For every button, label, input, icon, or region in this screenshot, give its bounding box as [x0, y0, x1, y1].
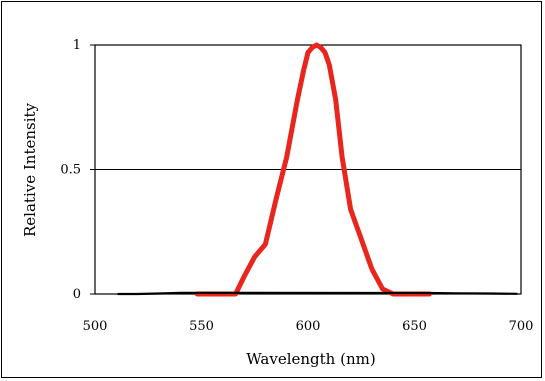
series-group: [117, 42, 518, 297]
x-tick-label-3: 650: [402, 319, 427, 334]
series-line-black: [117, 291, 518, 296]
y-axis-label: Relative Intensity: [21, 102, 39, 237]
x-tick-label-2: 600: [296, 319, 321, 334]
x-axis-label: Wavelength (nm): [246, 350, 375, 368]
x-tick-label-1: 550: [189, 319, 214, 334]
x-tick-label-4: 700: [509, 319, 534, 334]
y-tick-label-1: 0.5: [60, 163, 81, 178]
series-line-red: [194, 42, 432, 297]
x-tick-label-0: 500: [83, 319, 108, 334]
tick-labels: 0 0.5 1 500 550 600 650 700: [60, 38, 533, 334]
y-tick-label-2: 1: [73, 38, 81, 53]
axes: [90, 44, 522, 295]
y-tick-label-0: 0: [73, 287, 81, 302]
grid: [95, 44, 521, 295]
